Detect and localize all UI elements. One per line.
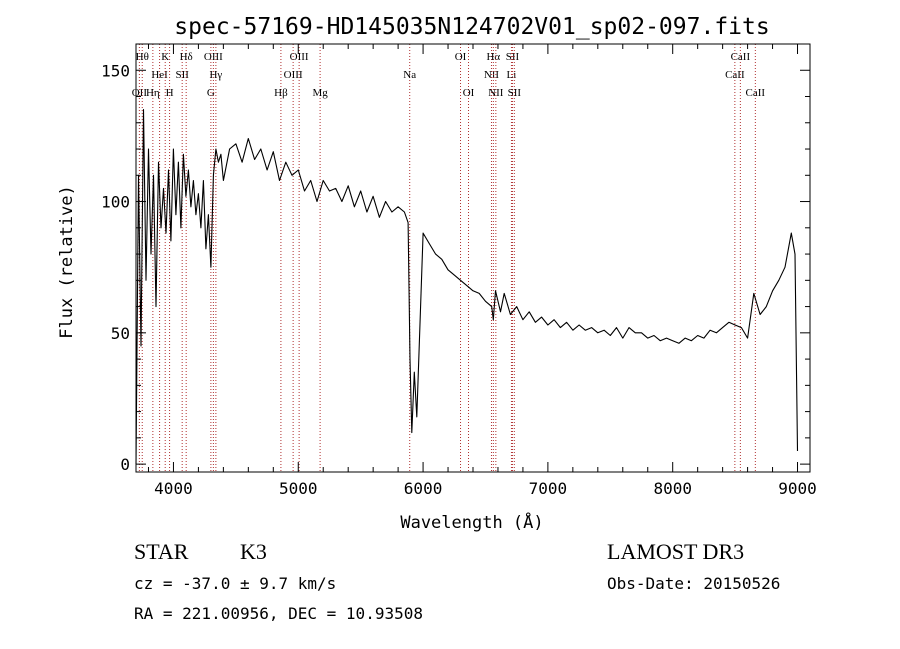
line-label-18: NII bbox=[484, 69, 500, 81]
line-label-26: CaII bbox=[746, 87, 766, 99]
line-label-9: OIII bbox=[204, 51, 223, 63]
line-label-17: OI bbox=[463, 87, 475, 99]
line-label-6: SII bbox=[175, 69, 189, 81]
line-label-7: Hδ bbox=[180, 51, 193, 63]
x-tick-label: 7000 bbox=[529, 479, 568, 498]
line-label-19: Hα bbox=[486, 51, 500, 63]
x-tick-label: 6000 bbox=[404, 479, 443, 498]
line-label-12: OIII bbox=[284, 69, 303, 81]
line-label-21: SII bbox=[506, 51, 520, 63]
y-tick-label: 150 bbox=[101, 61, 130, 80]
line-label-20: NII bbox=[488, 87, 504, 99]
x-tick-label: 5000 bbox=[279, 479, 318, 498]
y-axis-label: Flux (relative) bbox=[57, 185, 77, 339]
object-subclass: K3 bbox=[240, 539, 267, 564]
line-label-13: OIII bbox=[290, 51, 309, 63]
x-tick-label: 9000 bbox=[778, 479, 817, 498]
spectral-line-markers: OIIHθHηHeIKHSIIHδGOIIIHγHβOIIIOIIIMgNaOI… bbox=[132, 44, 766, 472]
y-tick-label: 50 bbox=[111, 324, 130, 343]
line-label-23: SII bbox=[508, 87, 522, 99]
plot-frame bbox=[135, 43, 811, 473]
spectrum-line-0 bbox=[135, 109, 799, 465]
spectrum-series bbox=[135, 109, 799, 465]
line-label-5: H bbox=[166, 87, 174, 99]
line-label-24: CaII bbox=[725, 69, 745, 81]
line-label-0: OII bbox=[132, 87, 148, 99]
chart-title: spec-57169-HD145035N124702V01_sp02-097.f… bbox=[174, 14, 769, 40]
x-axis-label: Wavelength (Å) bbox=[400, 511, 543, 533]
y-tick-label: 100 bbox=[101, 193, 130, 212]
line-label-14: Mg bbox=[312, 87, 328, 99]
coordinates: RA = 221.00956, DEC = 10.93508 bbox=[134, 604, 423, 623]
y-tick-label: 0 bbox=[120, 455, 130, 474]
x-tick-label: 8000 bbox=[653, 479, 692, 498]
line-label-3: HeI bbox=[151, 69, 168, 81]
line-label-22: Li bbox=[507, 69, 517, 81]
object-class: STAR bbox=[134, 539, 189, 564]
x-tick-label: 4000 bbox=[154, 479, 193, 498]
obs-date: Obs-Date: 20150526 bbox=[607, 574, 781, 593]
line-label-4: K bbox=[161, 51, 169, 63]
axes: 4000 5000 6000 7000 8000 9000 0 50 100 150 bbox=[101, 43, 817, 498]
survey-name: LAMOST DR3 bbox=[607, 539, 745, 564]
line-label-10: Hγ bbox=[209, 69, 222, 81]
line-label-2: Hη bbox=[146, 87, 160, 99]
line-label-15: Na bbox=[403, 69, 416, 81]
line-label-1: Hθ bbox=[136, 51, 149, 63]
line-label-8: G bbox=[207, 87, 215, 99]
line-label-25: CaII bbox=[731, 51, 751, 63]
line-label-11: Hβ bbox=[274, 87, 288, 99]
redshift-value: cz = -37.0 ± 9.7 km/s bbox=[134, 574, 337, 593]
line-label-16: OI bbox=[455, 51, 467, 63]
